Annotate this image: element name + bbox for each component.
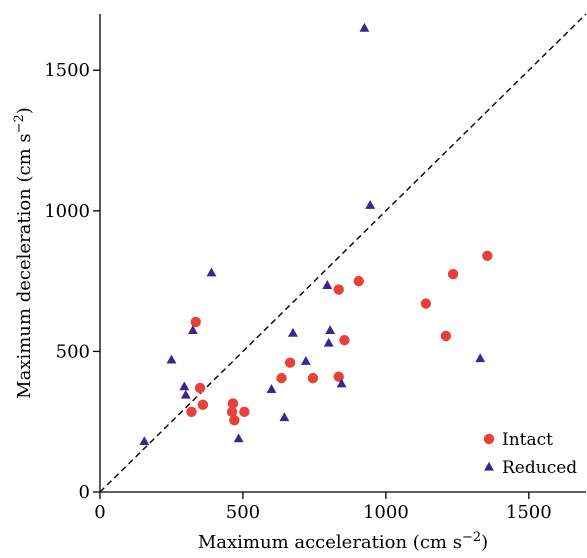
x-ticks: 0 500 1000 1500: [94, 492, 552, 523]
y-tick-label: 0: [79, 482, 90, 503]
reduced-point: [279, 412, 290, 422]
identity-reference-line: [99, 13, 587, 493]
intact-point: [307, 372, 319, 384]
data-points: [139, 22, 493, 446]
y-tick-label: 1000: [44, 201, 90, 222]
intact-point: [229, 415, 240, 426]
intact-point: [186, 406, 197, 418]
intact-point: [447, 268, 459, 280]
intact-point: [420, 298, 432, 309]
reduced-point: [180, 389, 191, 399]
reduced-point: [475, 353, 486, 363]
intact-point: [197, 399, 209, 411]
reduced-point: [266, 384, 277, 394]
x-tick-label: 1500: [506, 502, 552, 523]
x-tick-label: 1000: [363, 502, 409, 523]
reduced-point: [336, 378, 347, 388]
reduced-point: [179, 381, 190, 391]
reduced-point: [139, 436, 150, 446]
y-tick-label: 500: [56, 341, 90, 362]
legend-label-intact: Intact: [502, 430, 553, 450]
reduced-point: [365, 200, 376, 209]
reduced-point: [233, 433, 244, 443]
y-tick-label: 1500: [44, 60, 90, 81]
y-axis-title-close: ): [14, 107, 35, 114]
intact-point: [440, 330, 452, 342]
intact-point: [339, 334, 350, 346]
reduced-point: [359, 22, 370, 32]
y-axis-title: Maximum deceleration (cm s−2): [12, 107, 35, 399]
intact-point: [353, 275, 364, 287]
reduced-point: [187, 325, 198, 334]
legend: Intact Reduced: [483, 430, 577, 478]
x-tick-label: 0: [94, 502, 105, 523]
reduced-point: [166, 354, 177, 364]
y-axis-title-exponent: −2: [12, 114, 27, 133]
x-axis-title-close: ): [481, 532, 488, 553]
reduced-point: [300, 356, 311, 365]
legend-marker-reduced: [484, 461, 494, 471]
legend-label-reduced: Reduced: [502, 458, 577, 478]
legend-marker-intact: [483, 433, 495, 445]
intact-point: [227, 398, 239, 409]
reduced-point: [325, 325, 336, 334]
intact-point: [284, 357, 296, 368]
intact-point: [194, 382, 206, 394]
intact-point: [239, 406, 250, 418]
x-axis-title: Maximum acceleration (cm s−2): [198, 530, 488, 553]
axes: [99, 14, 586, 493]
reduced-point: [322, 280, 333, 289]
intact-point: [482, 250, 493, 262]
y-axis-title-text: Maximum deceleration (cm s: [14, 133, 35, 398]
y-ticks: 0 500 1000 1500: [44, 60, 100, 503]
intact-point: [226, 406, 238, 418]
intact-point: [333, 284, 344, 295]
reduced-point: [288, 327, 298, 337]
intact-point: [276, 372, 287, 384]
reduced-point: [206, 267, 217, 277]
intact-point: [190, 316, 201, 328]
x-axis-title-text: Maximum acceleration (cm s: [198, 532, 462, 553]
reduced-point: [323, 337, 334, 347]
x-tick-label: 500: [226, 502, 260, 523]
x-axis-title-exponent: −2: [462, 530, 481, 545]
